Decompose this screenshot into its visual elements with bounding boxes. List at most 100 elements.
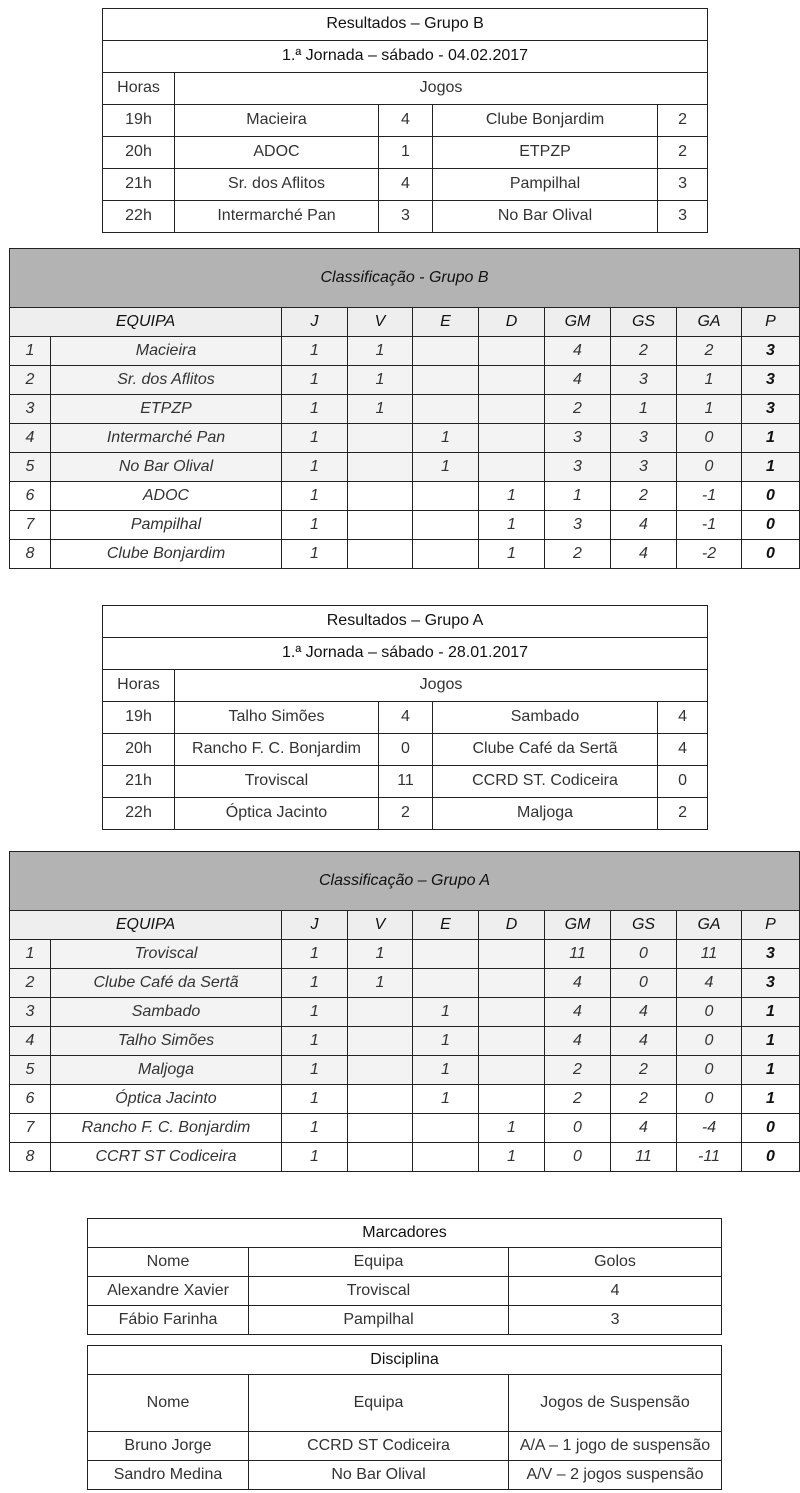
home-score: 11: [378, 765, 433, 798]
home-team: Óptica Jacinto: [174, 797, 379, 830]
draws: [412, 336, 479, 366]
losses: [478, 997, 545, 1027]
draws: [412, 1142, 479, 1172]
home-team: Intermarché Pan: [174, 200, 379, 233]
draws: 1: [412, 997, 479, 1027]
column-header: V: [347, 307, 413, 337]
home-score: 4: [378, 701, 433, 734]
wins: 1: [347, 336, 413, 366]
column-header: Equipa: [248, 1247, 509, 1277]
value: A/A – 1 jogo de suspensão: [508, 1431, 722, 1461]
game-time: 22h: [102, 200, 175, 233]
played: 1: [281, 394, 348, 424]
team: Pampilhal: [248, 1305, 509, 1335]
matchday-subtitle: 1.ª Jornada – sábado - 04.02.2017: [101, 40, 709, 73]
standings-row: 7 Rancho F. C. Bonjardim 1 1 0 4 -4 0: [9, 1113, 800, 1143]
results-table-group-a: Resultados – Grupo A 1.ª Jornada – sábado…: [101, 605, 709, 830]
team: Rancho F. C. Bonjardim: [50, 1113, 282, 1143]
played: 1: [281, 997, 348, 1027]
played: 1: [281, 1113, 348, 1143]
points: 0: [741, 539, 800, 569]
title-row: Resultados – Grupo B: [101, 8, 709, 41]
header-row: EQUIPA J V E D GM GS GA P: [9, 910, 800, 940]
header-games: Jogos: [173, 72, 709, 105]
points: 3: [740, 939, 800, 969]
played: 1: [281, 539, 348, 569]
team: Macieira: [50, 336, 282, 366]
goals-against: 11: [610, 1142, 677, 1172]
standings-row: 8 Clube Bonjardim 1 1 2 4 -2 0: [9, 539, 800, 569]
team: Maljoga: [50, 1055, 282, 1085]
away-score: 2: [656, 104, 709, 137]
team: No Bar Olival: [50, 452, 282, 482]
column-header: GM: [544, 910, 611, 940]
goals-for: 4: [544, 336, 611, 366]
column-header: GA: [676, 910, 742, 940]
goal-difference: 1: [676, 394, 742, 424]
goal-difference: -4: [676, 1113, 742, 1143]
goals-for: 2: [544, 1055, 611, 1085]
goals-against: 0: [610, 968, 677, 998]
goal-difference: 0: [676, 997, 742, 1027]
points: 0: [741, 481, 800, 511]
game-time: 21h: [102, 168, 175, 201]
points: 1: [740, 1084, 800, 1114]
goals-for: 0: [544, 1142, 611, 1172]
draws: [412, 365, 479, 395]
goals-for: 2: [544, 1084, 611, 1114]
goal-difference: 1: [676, 365, 742, 395]
subtitle-row: 1.ª Jornada – sábado - 04.02.2017: [101, 40, 709, 73]
played: 1: [281, 968, 348, 998]
draws: 1: [412, 1055, 479, 1085]
goals-against: 4: [610, 1026, 677, 1056]
points: 3: [740, 968, 800, 998]
goals-against: 2: [610, 481, 677, 511]
team: ADOC: [50, 481, 282, 511]
game-row: 20h ADOC 1 ETPZP 2: [102, 136, 709, 169]
column-header: Golos: [507, 1247, 723, 1277]
table-title: Resultados – Grupo B: [101, 8, 709, 41]
wins: 1: [347, 394, 413, 424]
value: 3: [507, 1305, 723, 1335]
standings-title: Classificação – Grupo A: [8, 851, 800, 911]
position: 6: [9, 1084, 51, 1114]
header-hours: Horas: [102, 72, 175, 105]
goals-against: 2: [610, 1084, 677, 1114]
points: 0: [740, 1142, 800, 1172]
game-row: 21h Troviscal 11 CCRD ST. Codiceira 0: [102, 765, 709, 798]
goal-difference: 2: [676, 336, 742, 366]
game-row: 19h Talho Simões 4 Sambado 4: [102, 701, 709, 734]
position: 5: [9, 1055, 51, 1085]
home-team: Troviscal: [174, 765, 379, 798]
losses: 1: [478, 1142, 545, 1172]
played: 1: [281, 510, 348, 540]
player-name: Fábio Farinha: [87, 1305, 249, 1335]
goal-difference: -1: [676, 481, 742, 511]
team: CCRT ST Codiceira: [50, 1142, 282, 1172]
standings-row: 1 Macieira 1 1 4 2 2 3: [9, 336, 800, 366]
goals-against: 4: [610, 1113, 677, 1143]
points: 1: [741, 423, 800, 453]
played: 1: [281, 1084, 348, 1114]
goal-difference: 0: [676, 452, 742, 482]
game-row: 19h Macieira 4 Clube Bonjardim 2: [102, 104, 709, 137]
goals-against: 4: [610, 539, 677, 569]
wins: [347, 452, 413, 482]
team: ETPZP: [50, 394, 282, 424]
goals-against: 3: [610, 423, 677, 453]
goals-for: 4: [544, 365, 611, 395]
played: 1: [281, 481, 348, 511]
goals-against: 3: [610, 365, 677, 395]
goal-difference: -2: [676, 539, 742, 569]
points: 1: [740, 1055, 800, 1085]
played: 1: [281, 1142, 348, 1172]
losses: 1: [478, 1113, 545, 1143]
wins: [347, 510, 413, 540]
losses: [478, 394, 545, 424]
team: Sambado: [50, 997, 282, 1027]
draws: [412, 510, 479, 540]
draws: [412, 1113, 479, 1143]
position: 6: [9, 481, 51, 511]
losses: [478, 1026, 545, 1056]
column-header: E: [412, 910, 479, 940]
